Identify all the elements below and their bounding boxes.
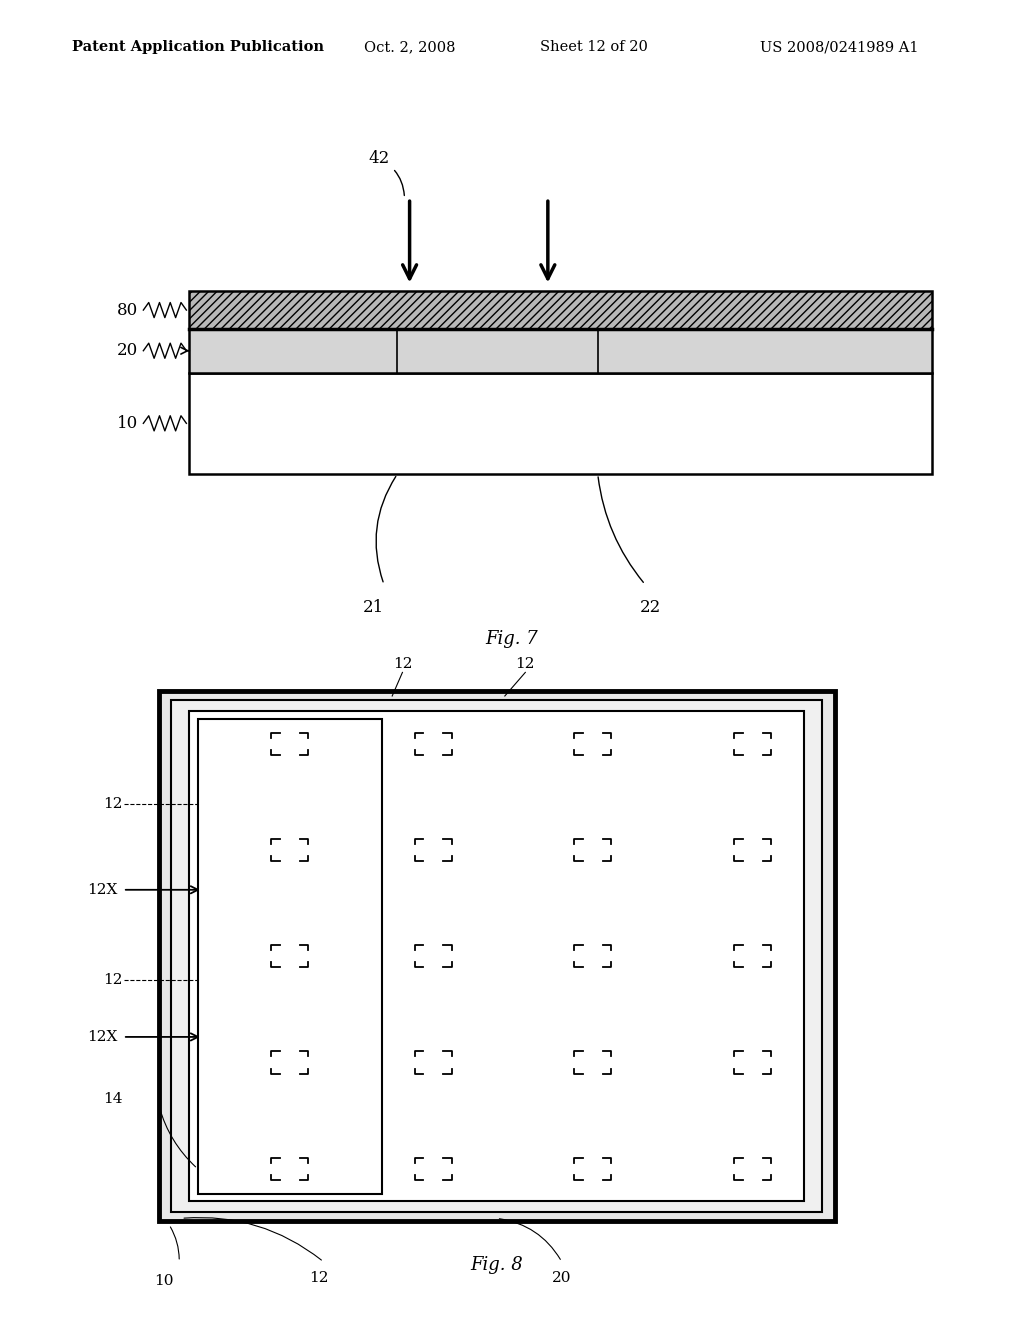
Bar (189, 329, 932, 372)
Text: 20: 20 (552, 1271, 571, 1286)
Text: 22: 22 (640, 599, 660, 616)
Text: Fig. 8: Fig. 8 (470, 1257, 523, 1274)
Text: Oct. 2, 2008: Oct. 2, 2008 (364, 40, 456, 54)
Bar (189, 292, 932, 329)
Bar (171, 701, 822, 1212)
Bar (159, 692, 835, 1221)
Bar (189, 372, 932, 474)
Text: Patent Application Publication: Patent Application Publication (72, 40, 324, 54)
Text: 12: 12 (392, 657, 413, 671)
Text: Sheet 12 of 20: Sheet 12 of 20 (540, 40, 648, 54)
Text: 12: 12 (308, 1271, 329, 1286)
Text: 14: 14 (103, 1092, 123, 1106)
Text: 21: 21 (364, 599, 384, 616)
Text: 42: 42 (369, 150, 404, 195)
Text: 80: 80 (117, 301, 138, 318)
Text: 10: 10 (154, 1274, 174, 1288)
Bar (189, 711, 804, 1201)
Text: 12: 12 (103, 797, 123, 812)
Text: US 2008/0241989 A1: US 2008/0241989 A1 (761, 40, 919, 54)
Bar (198, 719, 382, 1193)
Text: 12X: 12X (87, 1030, 118, 1044)
Text: 12: 12 (515, 657, 536, 671)
Text: 12: 12 (103, 973, 123, 987)
Text: 10: 10 (117, 414, 138, 432)
Text: 20: 20 (117, 342, 138, 359)
Text: 12X: 12X (87, 883, 118, 896)
Text: Fig. 7: Fig. 7 (485, 631, 539, 648)
